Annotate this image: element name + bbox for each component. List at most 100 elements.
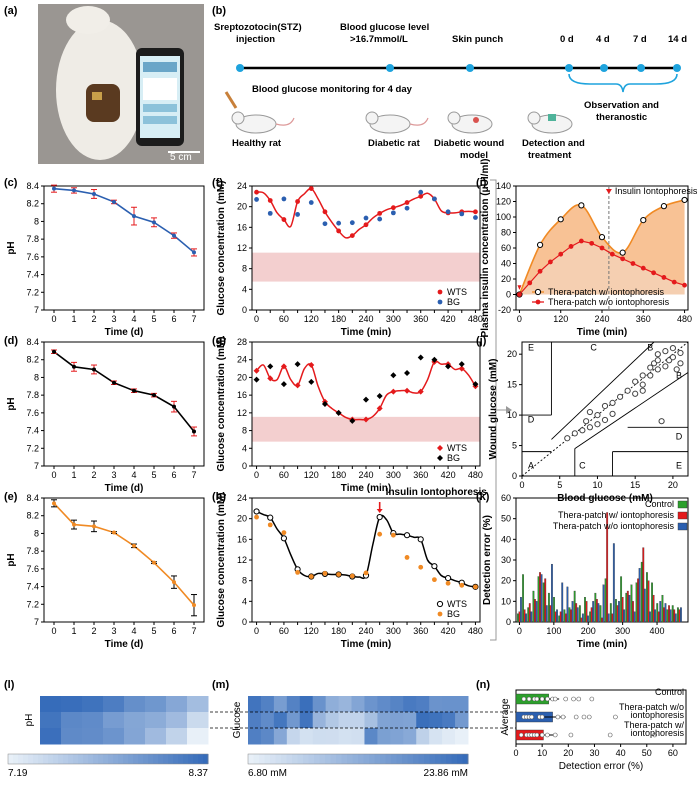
colorbar-step [143, 754, 149, 764]
insulin-point-wo [640, 265, 646, 271]
plot-frame [43, 341, 205, 467]
colorbar-step [38, 754, 44, 764]
panel-letter-i: (i) [476, 177, 487, 189]
y-tick-label: 16 [237, 222, 247, 232]
colorbar-step [407, 754, 414, 764]
ph-series-line [53, 187, 195, 254]
bg-point [472, 381, 479, 388]
colorbar-step [133, 754, 139, 764]
error-bar-control [646, 572, 648, 623]
wts-point [336, 228, 342, 234]
heatmap-cell [351, 696, 365, 713]
individual-point [539, 714, 545, 720]
bg-point [322, 221, 328, 227]
colorbar-step [198, 754, 204, 764]
wts-point [363, 416, 369, 423]
error-bar-control [594, 592, 597, 623]
wts-point [267, 514, 274, 521]
insulin-point-wo [537, 268, 543, 274]
colorbar-step [153, 754, 159, 764]
legend-label: BG [447, 609, 460, 619]
colorbar-step [98, 754, 104, 764]
bg-point [363, 570, 369, 576]
error-bar-without-iontophoresis [535, 601, 538, 623]
x-tick-label: 200 [581, 626, 596, 636]
bg-point [417, 354, 424, 361]
error-bar-control [604, 578, 607, 623]
individual-point [563, 696, 568, 702]
wts-line [256, 360, 477, 421]
wts-point [267, 375, 274, 382]
data-point [192, 603, 196, 608]
error-bar-without-iontophoresis [561, 582, 564, 623]
heatmap-cell [286, 696, 301, 713]
error-bar-with-iontophoresis [539, 572, 541, 623]
chart-glucose-f: 0 60 120 180 240 300 360 420 480 0 4 8 12 16 20 24 Time … [216, 180, 483, 338]
clarke-point [609, 399, 616, 407]
chart-glucose-h: 0 60 120 180 240 300 360 420 480 0 4 8 12 16 20 24 Time … [216, 487, 487, 650]
error-bar-with-iontophoresis [595, 599, 598, 623]
error-bar-with-iontophoresis [523, 609, 526, 623]
colorbar-frame [247, 753, 469, 765]
y-tick-label: 8 [242, 264, 247, 274]
error-bar-control [635, 582, 638, 623]
bg-point [267, 210, 273, 216]
y-axis-label: Plasma insulin concentration (μUI/ml) [480, 159, 491, 338]
error-bar-control [671, 605, 674, 623]
x-tick-label: 10 [592, 480, 602, 490]
panel-letter-b: (b) [212, 5, 226, 17]
data-point [132, 543, 136, 548]
heatmap-cell [145, 696, 167, 713]
error-bar-control [563, 609, 566, 623]
error-bar-without-iontophoresis [540, 574, 543, 623]
panel-letter-a: (a) [4, 5, 18, 17]
insulin-point-wo [548, 259, 553, 265]
heatmap-cell [273, 712, 288, 729]
heatmap-cell [82, 728, 104, 745]
bg-point [431, 356, 438, 363]
clarke-point [609, 410, 616, 417]
stage-diabetic-rat: Diabetic rat [368, 138, 421, 149]
y-tick-label: 8.4 [26, 493, 39, 503]
x-tick-label: 7 [191, 314, 196, 324]
bg-point [432, 196, 437, 202]
zone-boundary [551, 341, 655, 440]
wts-point [308, 362, 315, 369]
panel-letter-d: (d) [4, 335, 18, 347]
y-axis-label: pH [6, 397, 17, 410]
error-bar-without-iontophoresis [669, 609, 672, 623]
legend-label: Thera-patch w/o iontophoresis [553, 521, 675, 531]
data-point [112, 199, 116, 204]
y-tick-label: 4 [242, 443, 247, 453]
legend-marker [437, 611, 443, 617]
y-tick-label: 7.8 [26, 546, 39, 556]
error-bar-with-iontophoresis [601, 617, 603, 623]
clarke-point [647, 364, 654, 371]
heatmap-cell [40, 728, 62, 745]
heatmap-cell [455, 696, 469, 713]
y-tick-label: 0 [242, 461, 247, 471]
zone-label: A [528, 461, 534, 471]
timeline-monitoring: Blood glucose monitoring for 4 day [252, 84, 413, 95]
x-tick-label: 400 [650, 626, 665, 636]
colorbar-step [451, 754, 458, 764]
error-bar-with-iontophoresis [559, 611, 562, 623]
individual-point [534, 696, 540, 702]
data-point [152, 220, 156, 225]
panel-letter-m: (m) [212, 679, 229, 691]
bg-point [377, 216, 383, 222]
x-tick-label: 360 [413, 314, 428, 324]
heatmap-cell [248, 728, 262, 745]
colorbar-step [173, 754, 179, 764]
bg-point [459, 582, 465, 588]
y-axis-label: pH [6, 553, 17, 566]
error-bar-control [568, 607, 571, 623]
x-tick-label: 60 [279, 626, 289, 636]
y-tick-label: 8 [242, 576, 247, 586]
bg-point [295, 570, 300, 575]
clarke-point [654, 351, 661, 358]
y-tick-label: 7.6 [26, 564, 39, 574]
heatmap-cell [299, 696, 314, 713]
bg-point [418, 564, 424, 570]
clarke-point [571, 430, 578, 437]
